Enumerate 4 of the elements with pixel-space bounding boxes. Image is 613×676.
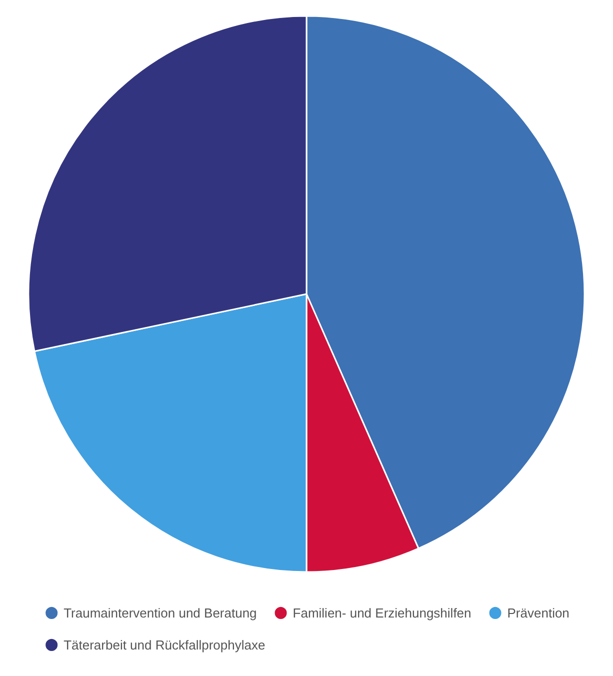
- legend-label: Prävention: [507, 606, 570, 620]
- legend-label: Traumaintervention und Beratung: [64, 606, 257, 620]
- legend-label: Familien- und Erziehungshilfen: [292, 606, 472, 620]
- legend-label: Täterarbeit und Rückfallprophylaxe: [64, 638, 266, 652]
